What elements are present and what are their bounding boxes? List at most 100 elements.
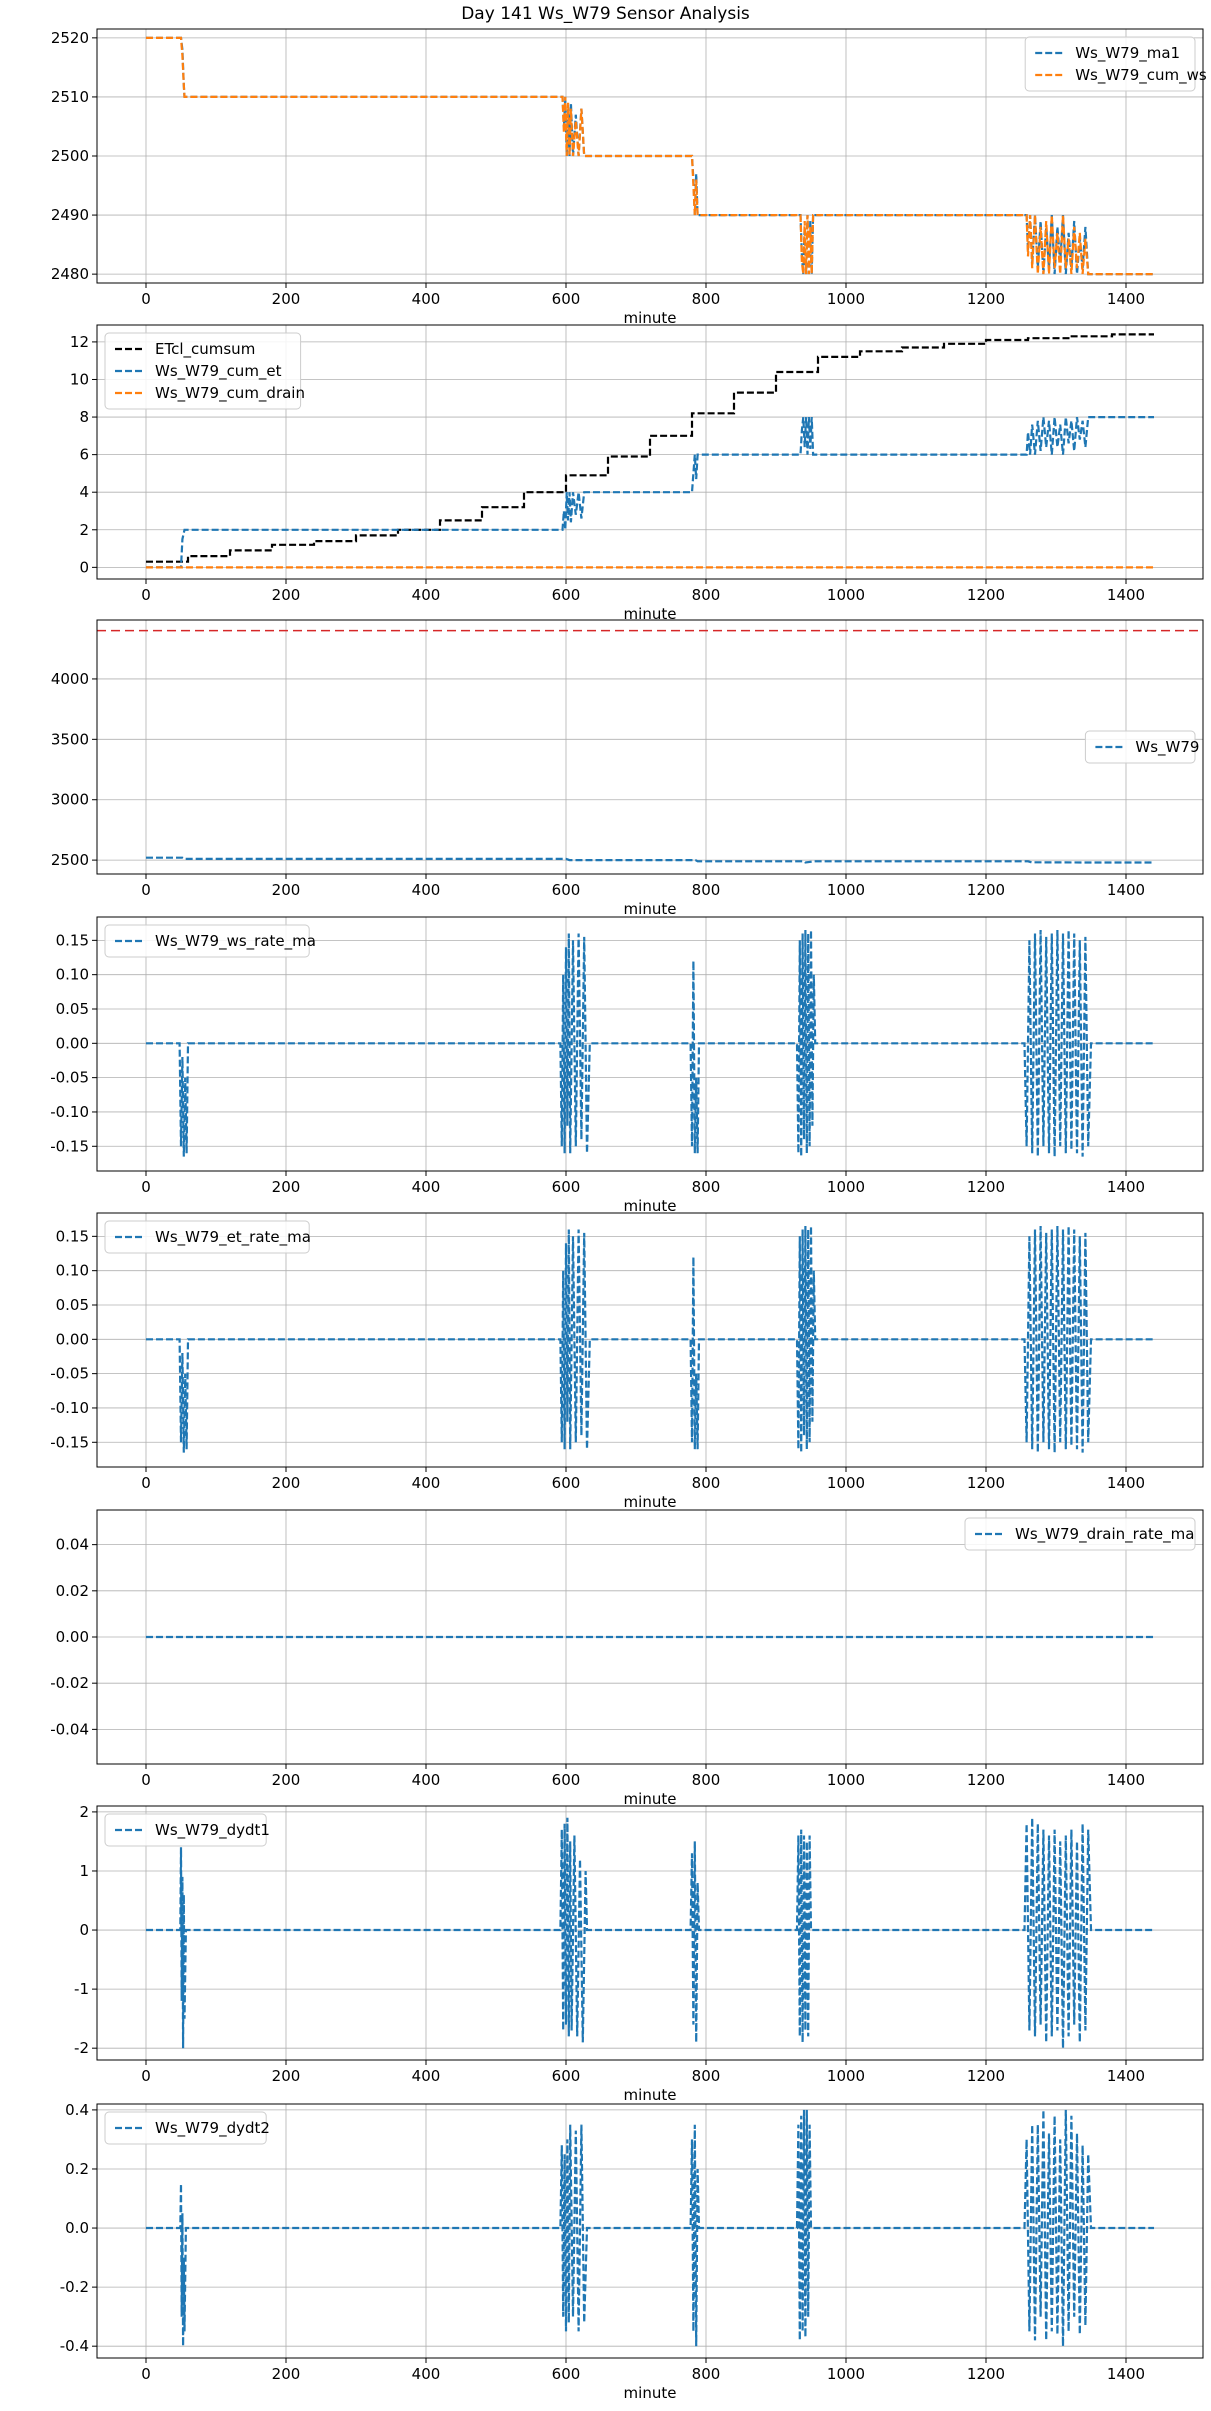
figure-title: Day 141 Ws_W79 Sensor Analysis: [461, 4, 750, 24]
x-tick-label: 1400: [1107, 2067, 1145, 2085]
x-tick-label: 600: [552, 290, 581, 308]
x-tick-label: 600: [552, 1771, 581, 1789]
y-tick-label: 2480: [51, 265, 89, 283]
legend-entry: Ws_W79_cum_drain: [155, 384, 305, 403]
legend-entry: Ws_W79_dydt2: [155, 2119, 270, 2138]
x-tick-label: 1200: [967, 2365, 1005, 2383]
legend-box: [1024, 36, 1196, 92]
legend-box: [104, 1220, 310, 1254]
x-tick-label: 1400: [1107, 2365, 1145, 2383]
x-tick-label: 400: [412, 2365, 441, 2383]
chart-panel-4: 0 200 400 600 800 1000 1200 1400 -0.15 -0.10 -0.05…: [50, 916, 1204, 1215]
x-tick-label: 1000: [827, 586, 865, 604]
y-tick-label: -0.4: [60, 2337, 89, 2355]
x-tick-label: 800: [692, 290, 721, 308]
y-tick-label: 0.04: [56, 1536, 89, 1554]
chart-panel-7: 0 200 400 600 800 1000 1200 1400 -2 -1 0 1 2 minute Ws…: [74, 1803, 1204, 2104]
y-tick-label: 0.05: [56, 1000, 89, 1018]
x-tick-label: 400: [412, 586, 441, 604]
x-tick-label: 400: [412, 881, 441, 899]
y-tick-label: 2520: [51, 29, 89, 47]
x-tick-label: 0: [141, 1771, 151, 1789]
y-tick-label: 0.4: [65, 2101, 89, 2119]
x-tick-label: 200: [272, 1178, 301, 1196]
y-tick-label: 6: [79, 446, 89, 464]
y-tick-label: 0.05: [56, 1296, 89, 1314]
x-tick-label: 1400: [1107, 1771, 1145, 1789]
x-tick-label: 1000: [827, 1178, 865, 1196]
x-tick-label: 1000: [827, 2067, 865, 2085]
x-tick-label: 600: [552, 1474, 581, 1492]
x-tick-label: 1200: [967, 586, 1005, 604]
legend-box: [964, 1517, 1196, 1551]
y-tick-label: 0: [79, 1921, 89, 1939]
series-line-Ws_W79_dydt1: [146, 1817, 1154, 2049]
series-line-Ws_W79_ws_rate_ma: [146, 929, 1154, 1157]
x-tick-label: 200: [272, 1771, 301, 1789]
x-tick-label: 200: [272, 2365, 301, 2383]
y-tick-label: 0.2: [65, 2160, 89, 2178]
y-tick-label: 0.02: [56, 1582, 89, 1600]
x-tick-label: 800: [692, 1178, 721, 1196]
legend-box: [104, 332, 302, 410]
x-tick-label: 800: [692, 1474, 721, 1492]
x-tick-label: 400: [412, 1178, 441, 1196]
y-tick-label: 3000: [51, 791, 89, 809]
x-tick-label: 1000: [827, 881, 865, 899]
x-tick-label: 600: [552, 881, 581, 899]
x-tick-label: 1200: [967, 881, 1005, 899]
x-tick-label: 800: [692, 1771, 721, 1789]
chart-panel-1: 0 200 400 600 800 1000 1200 1400 2480 2490 2500 251…: [51, 28, 1207, 327]
legend-entry: Ws_W79_cum_ws: [1075, 66, 1207, 85]
x-tick-label: 800: [692, 2365, 721, 2383]
x-axis-label: minute: [624, 900, 677, 918]
axes-frame: [96, 1212, 1204, 1468]
x-axis-label: minute: [624, 1197, 677, 1215]
series-line-Ws_W79: [146, 856, 1154, 864]
x-tick-label: 400: [412, 1474, 441, 1492]
y-tick-label: -2: [74, 2039, 89, 2057]
x-axis-label: minute: [624, 2086, 677, 2104]
y-tick-label: -0.02: [50, 1674, 89, 1692]
legend-box: [104, 1813, 267, 1847]
chart-panel-6: 0 200 400 600 800 1000 1200 1400 -0.04 -0.02 0.00 0…: [50, 1509, 1204, 1808]
x-tick-label: 1000: [827, 2365, 865, 2383]
x-tick-label: 600: [552, 2365, 581, 2383]
y-tick-label: 0.0: [65, 2219, 89, 2237]
y-tick-label: 0.00: [56, 1330, 89, 1348]
x-tick-label: 400: [412, 1771, 441, 1789]
x-tick-label: 0: [141, 1474, 151, 1492]
y-tick-label: 0.00: [56, 1034, 89, 1052]
chart-panel-3: 0 200 400 600 800 1000 1200 1400 2500 3000 3500 400…: [51, 619, 1204, 918]
chart-panel-2: 0 200 400 600 800 1000 1200 1400 0 2 4 6 8 10 12 minute…: [70, 324, 1204, 623]
x-tick-label: 1400: [1107, 586, 1145, 604]
x-tick-label: 600: [552, 2067, 581, 2085]
y-tick-label: -0.2: [60, 2278, 89, 2296]
x-tick-label: 1000: [827, 1474, 865, 1492]
x-tick-label: 800: [692, 586, 721, 604]
y-tick-label: 2500: [51, 147, 89, 165]
y-tick-label: -1: [74, 1980, 89, 1998]
legend-entry: Ws_W79_drain_rate_ma: [1015, 1525, 1194, 1544]
x-tick-label: 800: [692, 881, 721, 899]
legend-entry: Ws_W79: [1135, 738, 1199, 757]
y-tick-label: 2510: [51, 88, 89, 106]
x-tick-label: 1000: [827, 290, 865, 308]
y-tick-label: -0.05: [50, 1069, 89, 1087]
x-tick-label: 200: [272, 881, 301, 899]
y-tick-label: 2500: [51, 851, 89, 869]
y-tick-label: -0.15: [50, 1137, 89, 1155]
x-tick-label: 0: [141, 2365, 151, 2383]
y-tick-label: 0.10: [56, 966, 89, 984]
y-tick-label: 0.15: [56, 931, 89, 949]
legend-box: [1084, 730, 1196, 764]
x-tick-label: 1400: [1107, 290, 1145, 308]
y-tick-label: 4000: [51, 670, 89, 688]
x-tick-label: 200: [272, 586, 301, 604]
x-axis-label: minute: [624, 605, 677, 623]
x-tick-label: 0: [141, 881, 151, 899]
y-tick-label: -0.04: [50, 1720, 89, 1738]
y-tick-label: 2490: [51, 206, 89, 224]
legend-entry: ETcl_cumsum: [155, 340, 255, 359]
